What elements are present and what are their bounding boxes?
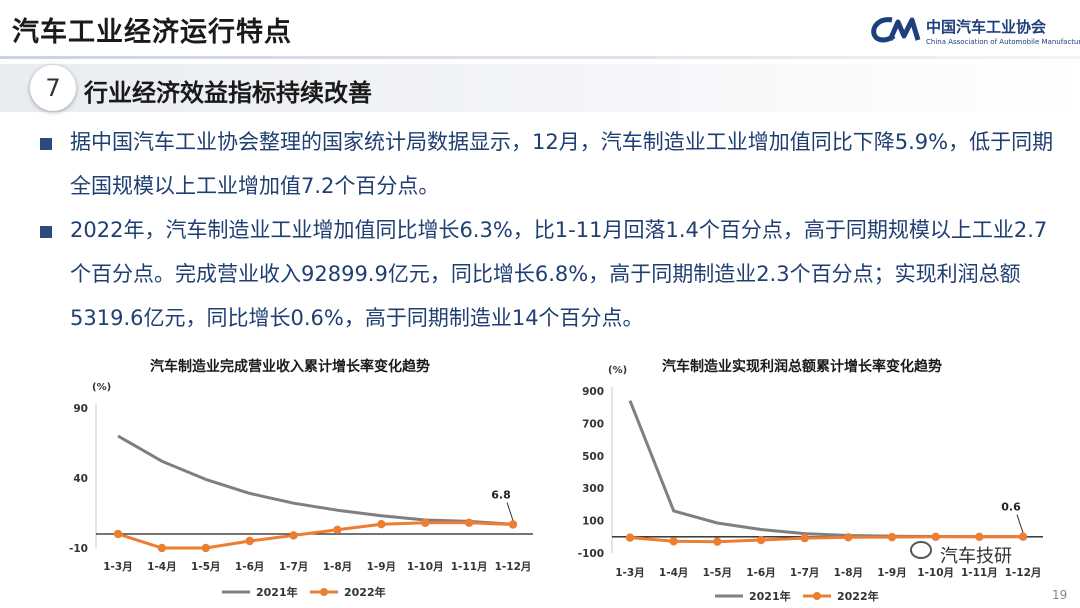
series-point-2022: [669, 537, 678, 546]
series-point-2022: [975, 532, 984, 541]
watermark-text: 汽车技研: [940, 546, 1012, 567]
legend-label-2022: 2022年: [344, 585, 386, 599]
data-label-leader: [1016, 514, 1024, 533]
x-tick-label: 1-7月: [279, 561, 308, 573]
y-tick-label: 300: [582, 483, 604, 495]
y-tick-label: 90: [73, 403, 88, 415]
x-tick-label: 1-10月: [917, 567, 954, 579]
x-tick-label: 1-8月: [834, 567, 863, 579]
section-number: 7: [30, 65, 76, 111]
series-point-2022: [1018, 532, 1028, 541]
series-point-2022: [289, 531, 298, 540]
x-tick-label: 1-4月: [659, 567, 688, 579]
chart-1-title: 汽车制造业完成营业收入累计增长率变化趋势: [150, 359, 430, 375]
y-axis-unit: (%): [92, 382, 111, 393]
x-tick-label: 1-5月: [191, 561, 220, 573]
logo-chinese-name: 中国汽车工业协会: [926, 18, 1047, 36]
series-point-2022: [157, 543, 167, 553]
y-tick-label: 900: [582, 386, 604, 398]
series-point-2022: [245, 536, 254, 546]
series-line-2021: [117, 434, 514, 526]
series-point-2022: [421, 518, 430, 527]
x-tick-label: 1-3月: [103, 561, 132, 573]
x-tick-label: 1-11月: [961, 567, 998, 579]
series-point-2022: [887, 532, 897, 542]
data-label: 0.6: [1001, 501, 1021, 514]
bullet-square-icon: [40, 226, 52, 238]
x-tick-label: 1-9月: [367, 561, 396, 573]
x-tick-label: 1-11月: [451, 561, 488, 573]
chart-2-profit-growth: (%) 900 700 500 300 100 -100 1-3月 1-4月 1-5月 1-6月 1-…: [578, 365, 1043, 603]
chart-1-revenue-growth: (%) 90 40 -10 1-3月 1-4月 1-5月 1-6月 1-7月 1-8月 1-9月 1-…: [69, 382, 533, 599]
bullet-paragraph-1: 据中国汽车工业协会整理的国家统计局数据显示，12月，汽车制造业工业增加值同比下降…: [70, 130, 1054, 198]
series-point-2022: [756, 535, 766, 545]
header-divider: [0, 56, 1080, 59]
x-tick-label: 1-9月: [877, 567, 906, 579]
x-tick-label: 1-10月: [407, 561, 444, 573]
x-tick-label: 1-5月: [703, 567, 732, 579]
bullet-paragraph-2: 2022年，汽车制造业工业增加值同比增长6.3%，比1-11月回落1.4个百分点…: [70, 218, 1048, 330]
series-point-2022: [844, 533, 853, 542]
legend-label-2021: 2021年: [256, 585, 298, 599]
logo-english-name: China Association of Automobile Manufact…: [926, 38, 1080, 46]
x-tick-label: 1-3月: [615, 567, 644, 579]
x-tick-label: 1-12月: [1005, 567, 1042, 579]
legend-marker-2022: [320, 588, 328, 596]
y-tick-label: -10: [69, 543, 88, 555]
legend-marker-2022: [813, 592, 821, 600]
section-title: 行业经济效益指标持续改善: [84, 79, 372, 107]
y-tick-label: 700: [582, 418, 604, 430]
bullet-square-icon: [40, 138, 52, 150]
slide-title: 汽车工业经济运行特点: [12, 17, 292, 48]
caam-logo-icon: [871, 17, 921, 43]
series-line-2022: [629, 535, 1024, 544]
legend-label-2022: 2022年: [837, 589, 879, 603]
series-point-2022: [464, 518, 474, 527]
x-tick-label: 1-4月: [147, 561, 176, 573]
series-point-2022: [201, 543, 210, 553]
y-tick-label: 100: [582, 516, 604, 528]
series-point-2022: [800, 533, 809, 543]
chart-2-title: 汽车制造业实现利润总额累计增长率变化趋势: [662, 359, 942, 375]
data-label: 6.8: [491, 488, 511, 501]
y-axis-unit: (%): [608, 365, 627, 376]
y-tick-label: 40: [73, 473, 88, 485]
series-point-2022: [931, 532, 940, 541]
series-point-2022: [333, 525, 342, 534]
series-point-2022: [625, 533, 635, 542]
x-tick-label: 1-8月: [323, 561, 352, 573]
section-band: [0, 64, 1080, 112]
x-tick-label: 1-7月: [790, 567, 819, 579]
series-point-2022: [713, 537, 722, 546]
series-line-2022: [117, 521, 514, 550]
series-point-2022: [508, 520, 518, 529]
series-point-2022: [113, 529, 123, 539]
wechat-icon: [910, 541, 932, 559]
series-point-2022: [377, 520, 386, 529]
legend-label-2021: 2021年: [749, 589, 791, 603]
caam-logo: 中国汽车工业协会 China Association of Automobile…: [870, 14, 1080, 54]
page-number: 19: [1052, 588, 1068, 602]
slide-header: 汽车工业经济运行特点 中国汽车工业协会 China Association of…: [0, 0, 1080, 59]
data-label-leader: [506, 502, 514, 521]
x-tick-label: 1-6月: [235, 561, 264, 573]
series-line-2021: [628, 400, 1024, 539]
y-tick-label: -100: [578, 548, 604, 560]
y-tick-label: 500: [582, 451, 604, 463]
x-tick-label: 1-12月: [495, 561, 532, 573]
x-tick-label: 1-6月: [746, 567, 775, 579]
